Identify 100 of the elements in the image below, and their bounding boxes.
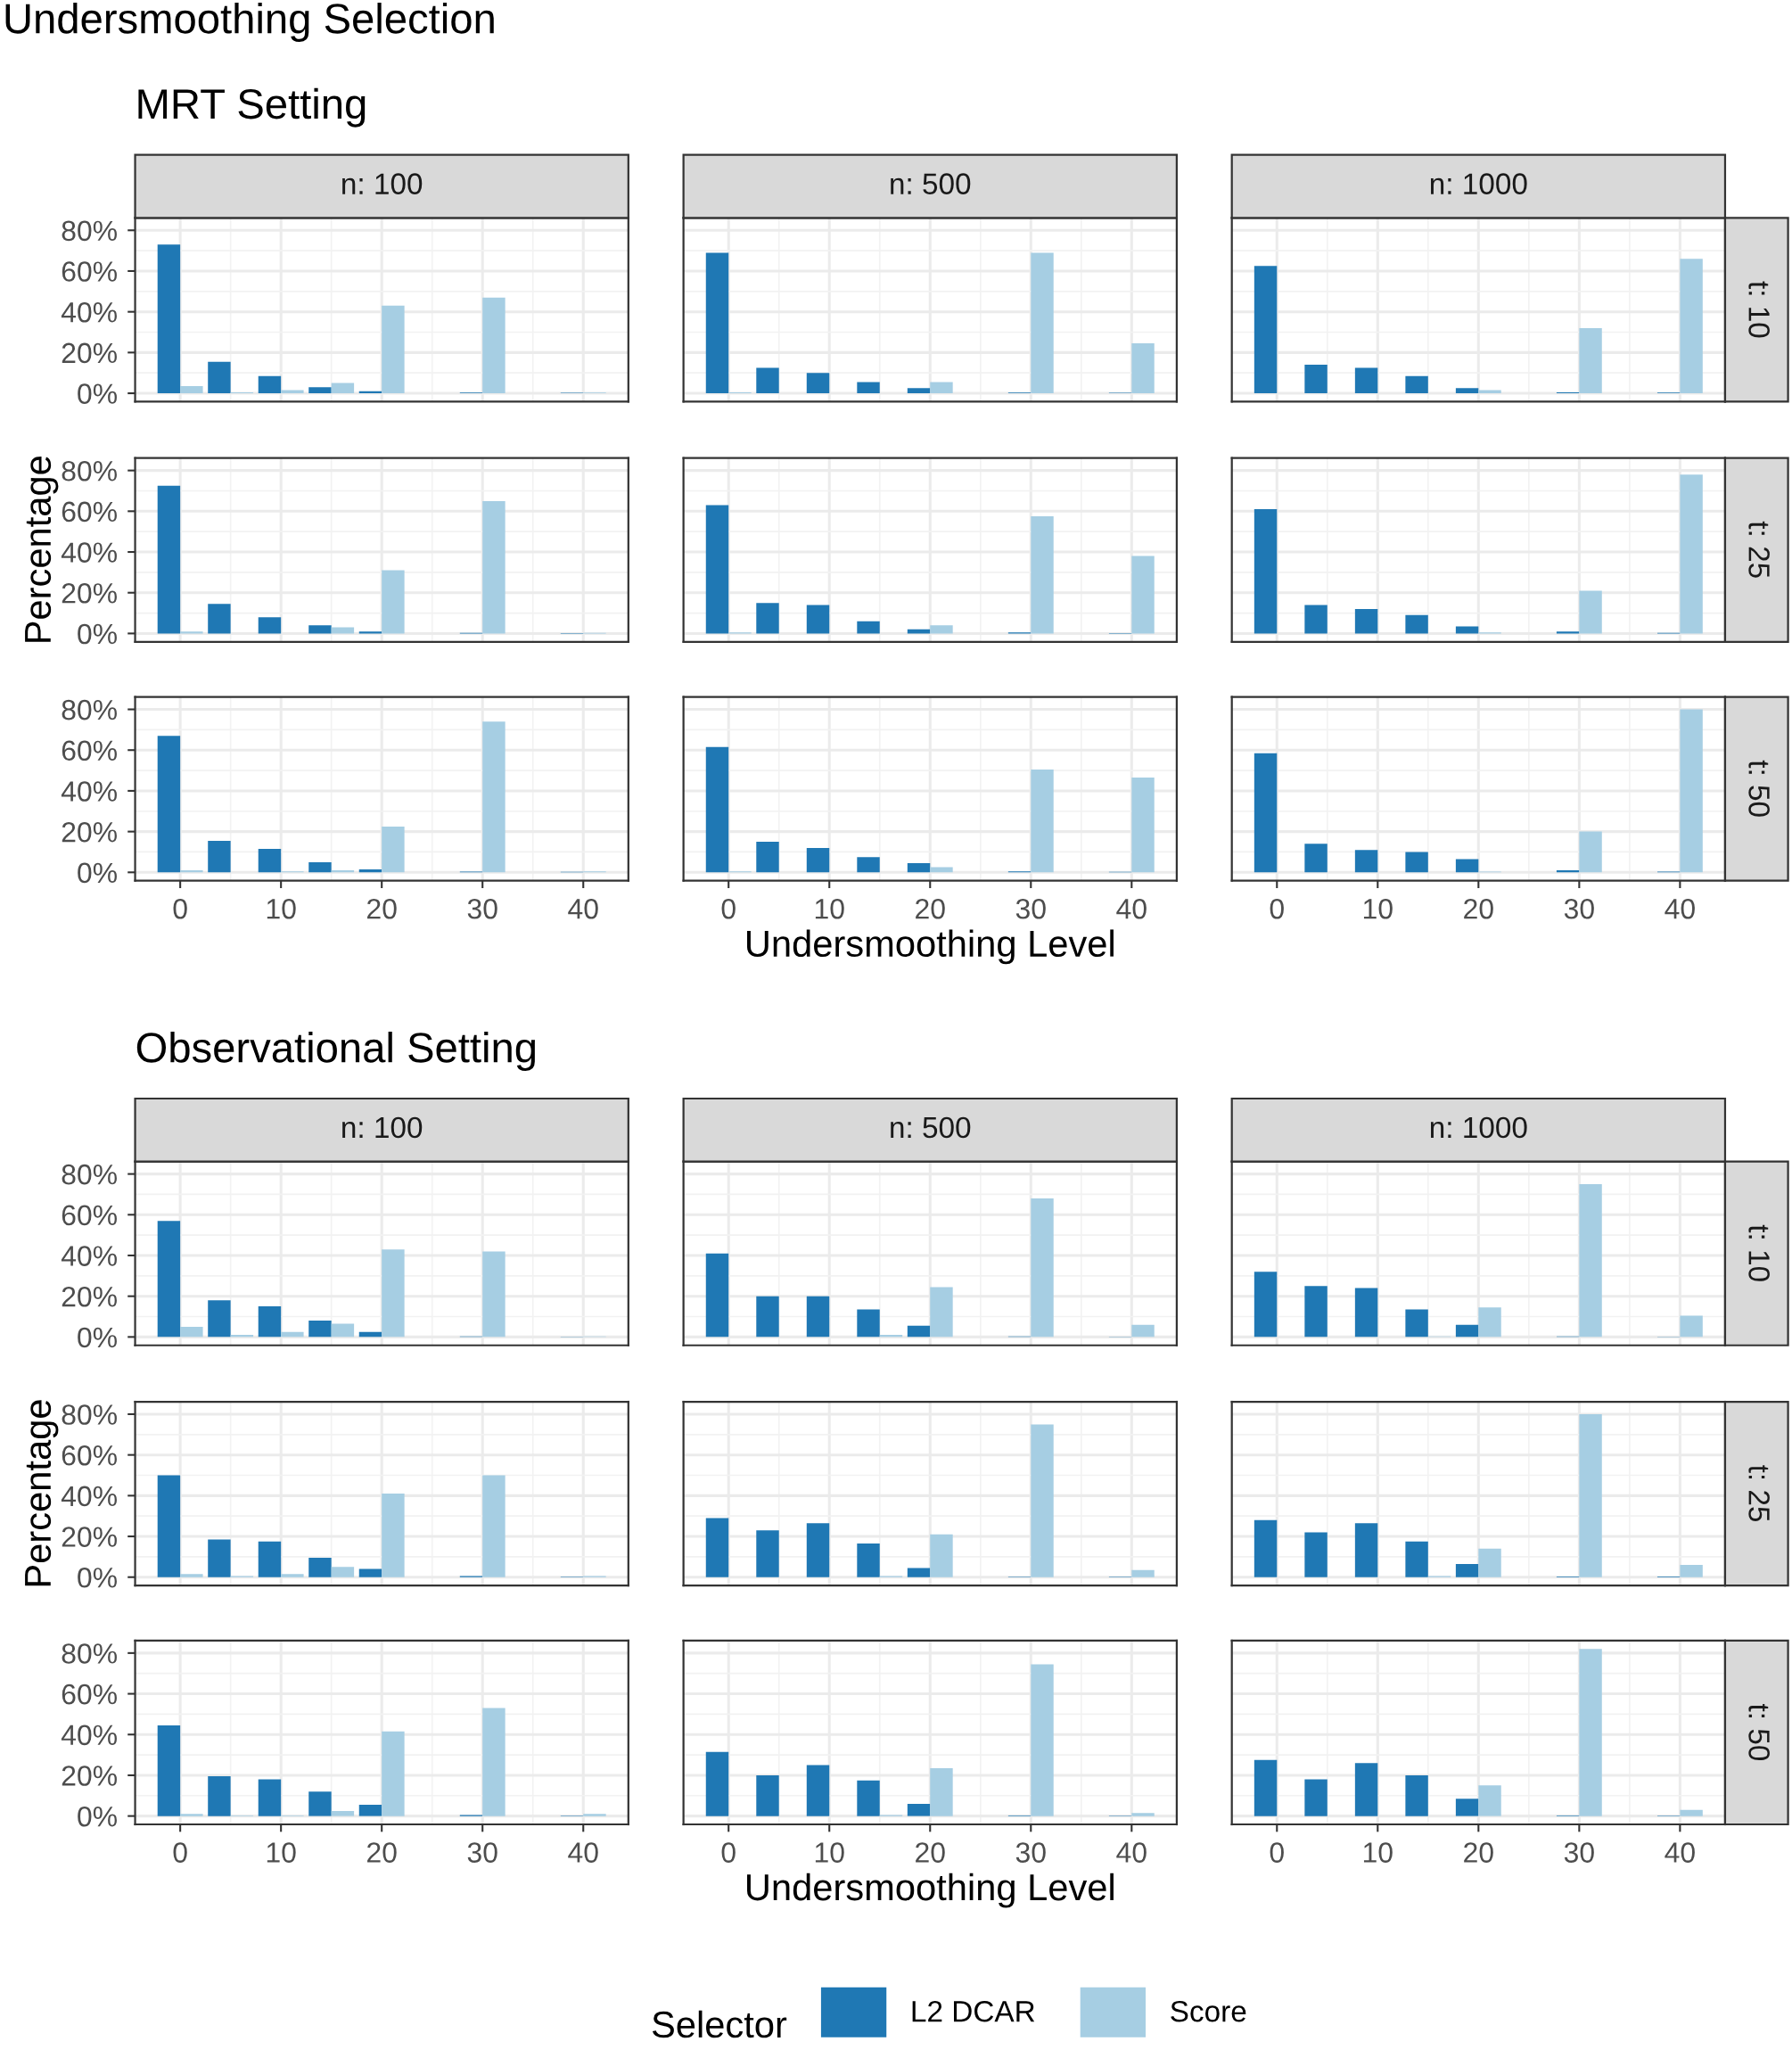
bar [180,1574,203,1577]
bar [857,382,880,394]
chart-subtitle: MRT Setting [138,87,366,128]
bar [930,1767,953,1816]
bar [258,1306,282,1338]
bar [308,1791,332,1816]
bar [705,746,729,873]
y-axis-title: Percentage [25,1400,59,1586]
y-axis-title: Percentage [25,457,59,642]
x-tick-label: 40 [1116,1842,1147,1863]
y-tick-label: 20% [62,821,117,843]
bar [806,847,830,873]
legend-title: Selector [652,2010,787,2038]
x-tick-label: 0 [173,1842,187,1863]
x-tick-label: 0 [721,898,736,919]
y-tick-label: 80% [62,1164,117,1185]
x-tick-label: 20 [367,1842,397,1863]
bar [583,1814,606,1816]
y-tick-label: 40% [61,1246,117,1266]
bar [1680,709,1703,873]
bar [281,390,304,394]
x-tick-label: 0 [1270,898,1284,919]
bar [382,1249,405,1338]
bar [1478,1785,1501,1816]
bar [482,1251,506,1338]
y-tick-label: 40% [61,781,117,802]
bar [857,857,880,873]
bar [258,1779,282,1816]
y-tick-label: 0% [78,1327,117,1348]
bar [1579,1413,1602,1577]
y-tick-label: 80% [62,220,117,242]
bar [331,1323,355,1338]
bar [482,721,506,873]
x-tick-label: 30 [1564,1842,1594,1863]
bar [1031,1424,1054,1577]
bar [308,861,332,873]
bar [1354,1763,1378,1816]
bar [907,1803,931,1816]
bar [1131,1569,1155,1577]
y-tick-label: 40% [61,1725,117,1746]
bar [157,485,181,634]
x-tick-label: 20 [916,898,945,919]
bar [308,387,332,394]
bar [482,500,506,634]
bar [705,1518,729,1577]
bar [806,605,830,634]
bar [806,373,830,394]
bar [1254,1519,1278,1577]
bar [1131,778,1155,873]
bar [157,736,181,873]
bar [1354,1523,1378,1577]
bar [1405,852,1428,873]
bar [930,1287,953,1338]
bar [1031,516,1054,634]
bar [382,1731,405,1816]
x-tick-label: 40 [568,1842,598,1863]
x-tick-label: 20 [1464,1842,1493,1863]
bar [1131,556,1155,634]
bar [806,1296,830,1338]
bar [482,1708,506,1816]
y-tick-label: 60% [62,740,117,761]
chart-title: n: 1000 [1430,1116,1527,1139]
bar [1031,1664,1054,1816]
bar [331,383,355,394]
bar [756,1774,779,1816]
bar [907,1325,931,1338]
bar [208,840,231,873]
x-tick-label: 20 [367,898,397,919]
bar [930,382,953,394]
y-tick-label: 40% [61,301,117,323]
bar [1455,1799,1479,1816]
y-tick-label: 0% [78,1806,117,1827]
bar [180,1326,203,1338]
bar [358,1568,382,1577]
y-tick-label: 40% [61,542,117,563]
bar [1031,1198,1054,1338]
y-tick-label: 60% [62,261,117,282]
bar [482,1475,506,1577]
x-tick-label: 40 [1665,1842,1695,1863]
x-tick-label: 40 [568,898,598,919]
x-axis-title: Undersmoothing Level [747,1873,1114,1908]
bar [1478,1548,1501,1577]
y-tick-label: 60% [62,1445,117,1466]
bar [907,1568,931,1577]
bar [1254,1759,1278,1816]
bar [1680,1565,1703,1577]
chart-title: n: 100 [342,1116,423,1139]
bar [1254,509,1278,634]
bar [1354,1288,1378,1338]
chart-title: n: 1000 [1430,173,1527,194]
bar [1455,1324,1479,1338]
bar [1405,1309,1428,1338]
bar [756,603,779,634]
x-tick-label: 10 [1363,1842,1393,1863]
bar [1680,474,1703,634]
chart-title: n: 500 [891,173,971,194]
bar [1304,1286,1328,1338]
y-tick-label: 60% [62,1683,117,1705]
bar [857,1780,880,1816]
bar [358,1805,382,1816]
